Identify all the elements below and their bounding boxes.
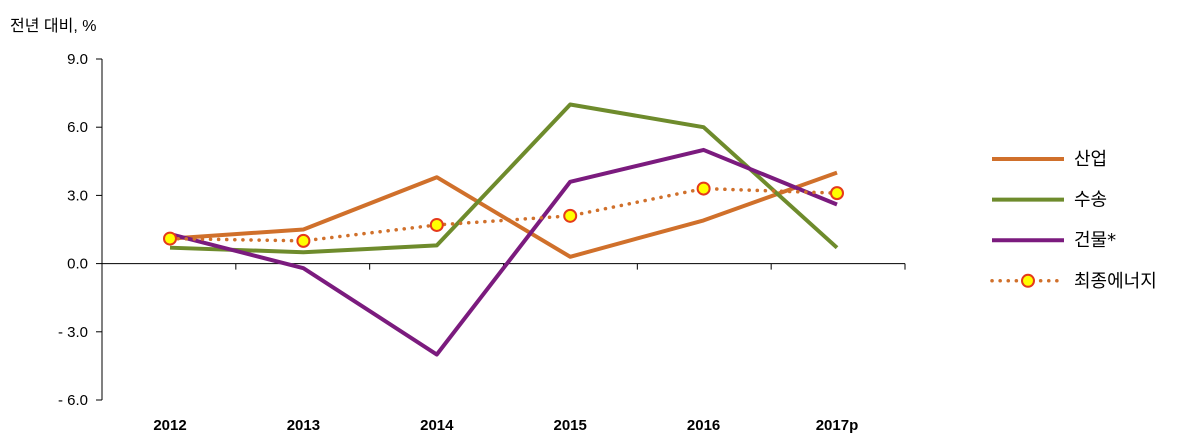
- data-point-marker: [563, 208, 578, 223]
- x-tick-label: 2014: [420, 417, 454, 434]
- x-tick-label: 2015: [554, 417, 587, 434]
- x-tick-label: 2012: [153, 417, 186, 434]
- legend-item: 수송: [992, 190, 1107, 211]
- series-line: [169, 102, 839, 255]
- series-2: [169, 102, 839, 255]
- series-3: [169, 147, 838, 357]
- legend-label: 최종에너지: [1074, 271, 1157, 292]
- data-point-marker: [429, 217, 444, 232]
- series-1: [169, 170, 838, 259]
- y-tick-label: 6.0: [67, 119, 88, 136]
- data-point-marker: [296, 233, 311, 248]
- x-tick-label: 2013: [287, 417, 320, 434]
- x-tick-label: 2016: [687, 417, 720, 434]
- legend-item: 산업: [992, 149, 1107, 170]
- data-point-marker: [830, 186, 844, 201]
- y-tick-label: 9.0: [67, 51, 88, 68]
- y-tick-label: - 3.0: [58, 324, 88, 341]
- legend-item: 건물*: [992, 230, 1116, 251]
- series-layer: [163, 102, 844, 357]
- series-line: [169, 147, 838, 357]
- series-line: [168, 186, 839, 243]
- series-4: [163, 181, 844, 248]
- x-tick-label: 2017p: [816, 417, 859, 434]
- y-axis-label: 전년 대비, %: [10, 17, 96, 35]
- data-point-marker: [163, 231, 177, 246]
- legend-label: 건물*: [1074, 230, 1116, 251]
- legend-item: 최종에너지: [990, 271, 1157, 292]
- series-line: [169, 170, 838, 259]
- y-tick-label: 3.0: [67, 187, 88, 204]
- legend-label: 산업: [1074, 149, 1107, 170]
- axes: 9.0 6.0 3.0 0.0 - 3.0 - 6.0 2012 2013 2014 2015 20…: [58, 51, 906, 434]
- y-tick-label: - 6.0: [58, 392, 88, 409]
- legend-label: 수송: [1074, 190, 1107, 211]
- legend-marker: [1021, 273, 1035, 288]
- data-point-marker: [696, 181, 711, 196]
- y-tick-label: 0.0: [67, 256, 88, 273]
